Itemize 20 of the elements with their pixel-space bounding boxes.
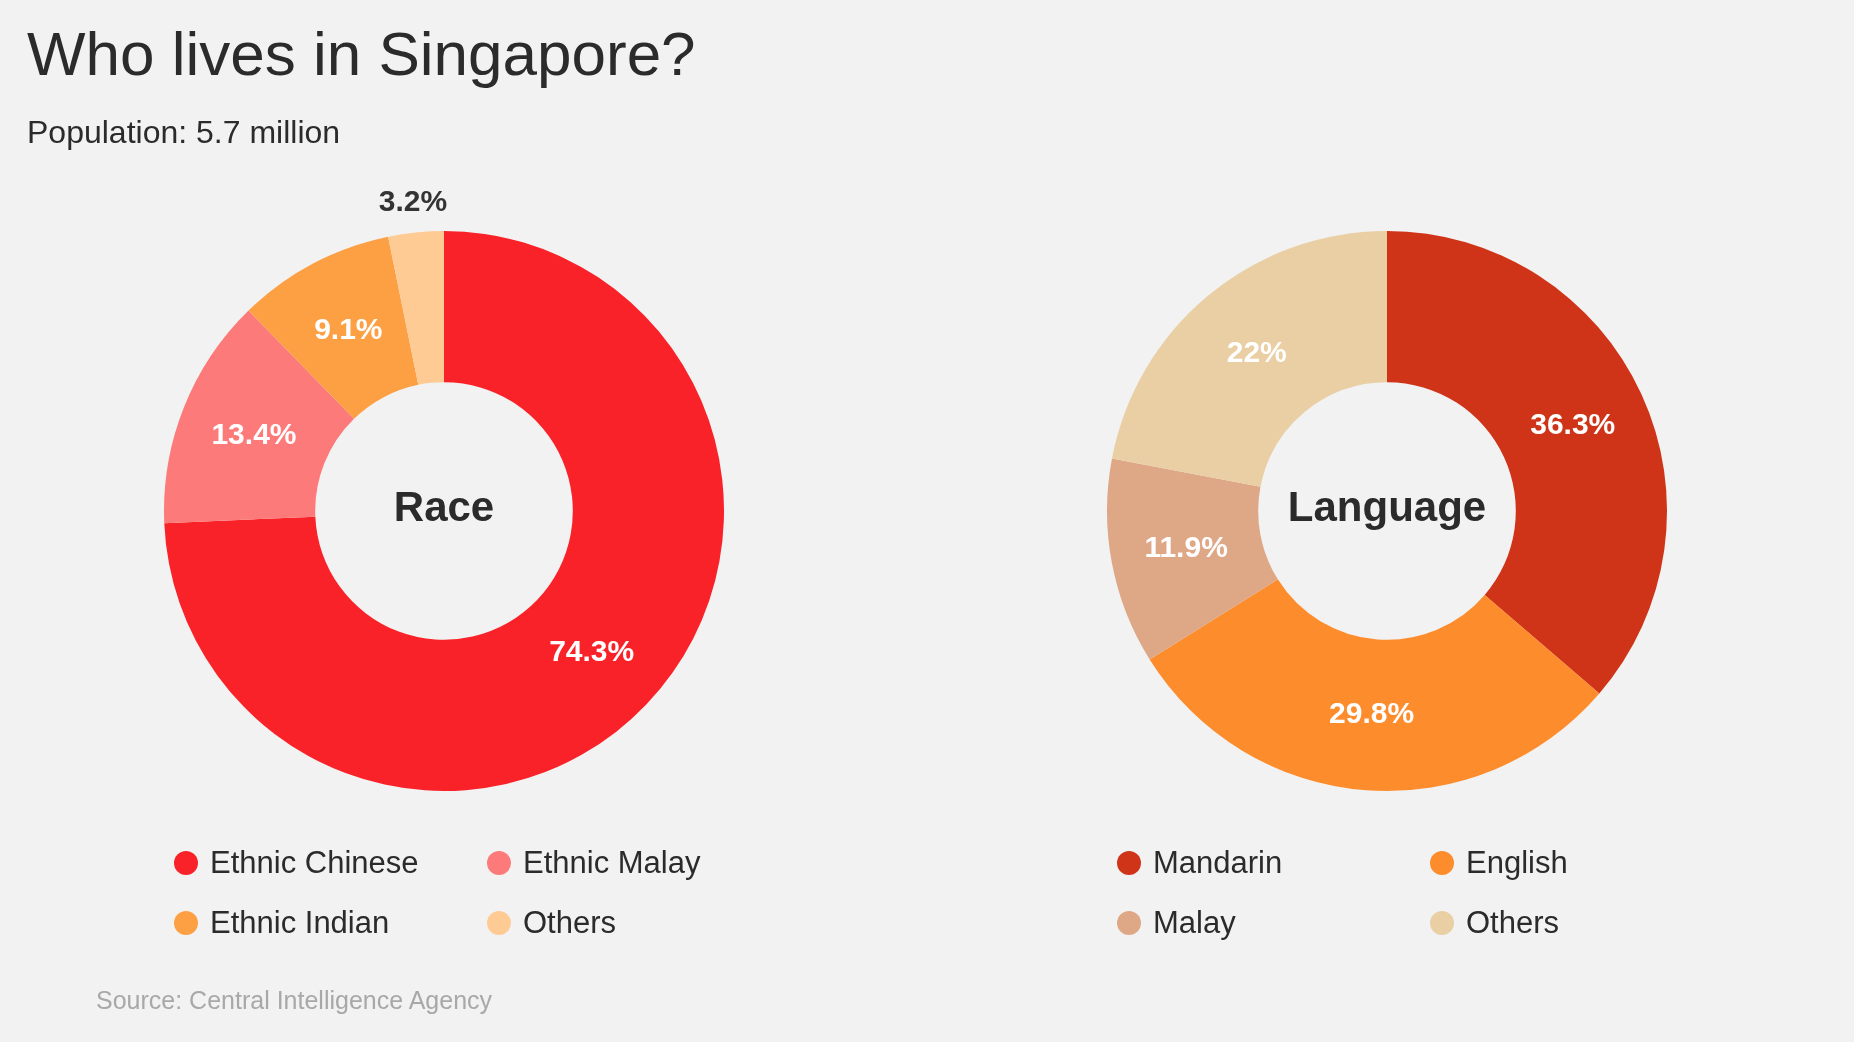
legend-label: Ethnic Chinese <box>210 845 419 881</box>
text: Language <box>1286 483 1488 531</box>
legend-label: Malay <box>1153 905 1236 941</box>
data-label: 22% <box>1226 334 1287 368</box>
legend-label: Others <box>1466 905 1560 941</box>
data-label: 9.1% <box>314 311 383 345</box>
text: Race <box>392 483 496 531</box>
legend-label: Ethnic Malay <box>523 845 701 881</box>
data-label: 13.4% <box>211 417 297 451</box>
data-label: 74.3% <box>549 633 635 667</box>
source-note: Source: Central Intelligence Agency <box>96 986 493 1015</box>
chart-title: Who lives in Singapore? <box>27 18 696 89</box>
legend-label: Mandarin <box>1153 845 1283 881</box>
data-label: 29.8% <box>1329 696 1415 730</box>
data-label: 11.9% <box>1144 529 1228 563</box>
legend-label: Ethnic Indian <box>210 905 390 941</box>
chart-subtitle: Population: 5.7 million <box>27 114 341 151</box>
legend-label: Others <box>523 905 617 941</box>
legend-label: English <box>1466 845 1568 881</box>
data-label: 36.3% <box>1530 406 1616 440</box>
